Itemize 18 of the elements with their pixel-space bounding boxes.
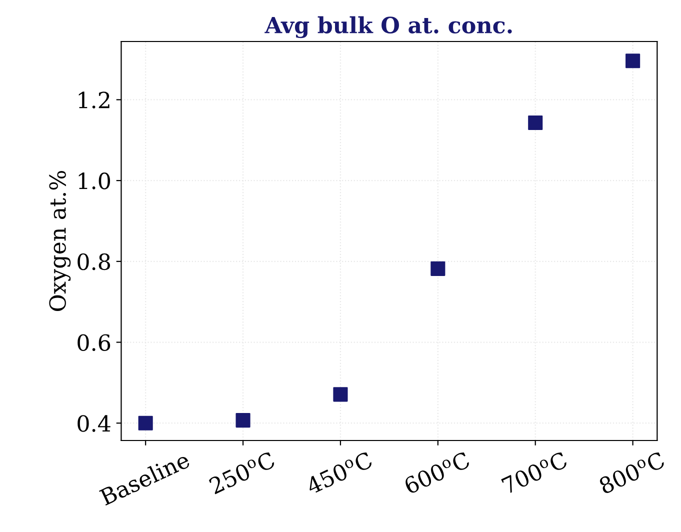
point xyxy=(333,387,348,402)
y-tick-label: 0.8 xyxy=(78,253,110,270)
chart-title: Avg bulk O at. conc. xyxy=(264,16,512,38)
y-tick-label: 1.2 xyxy=(78,92,110,108)
point xyxy=(626,54,640,68)
x-tick-label: 700$^{o}$C xyxy=(500,451,568,494)
x-tick-label: 600$^{o}$C xyxy=(403,451,471,495)
y-tick-label: 1.0 xyxy=(78,172,110,190)
y-axis-title: Oxygen at.% xyxy=(49,171,71,311)
x-tick-label: 250$^{o}$C xyxy=(208,451,276,495)
point xyxy=(236,413,250,428)
x-tick-label: 800$^{o}$C xyxy=(598,451,666,495)
y-tick-label: 0.6 xyxy=(78,334,110,352)
point xyxy=(528,115,543,130)
y-tick-label: 0.4 xyxy=(78,415,110,432)
point xyxy=(138,416,153,430)
point xyxy=(430,261,446,276)
x-tick-label: 450$^{o}$C xyxy=(305,451,374,495)
